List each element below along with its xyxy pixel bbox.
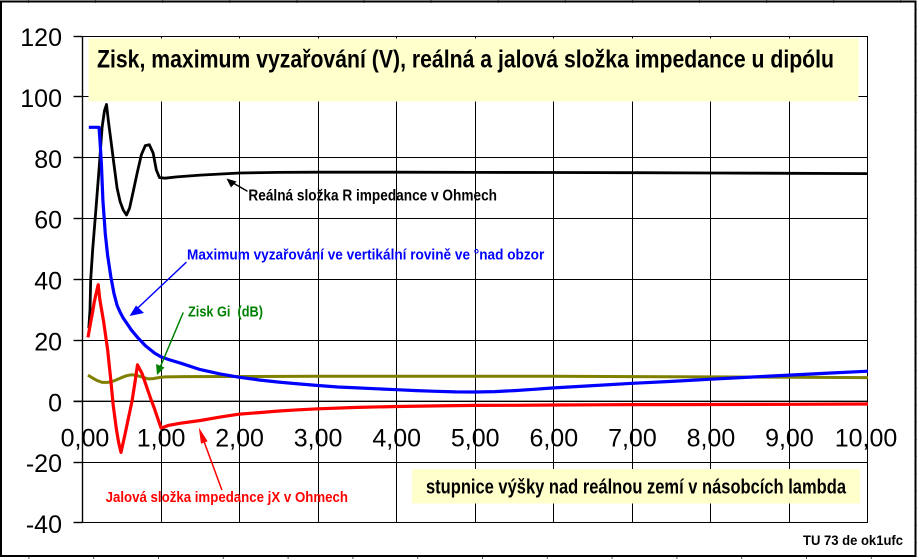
svg-text:2,00: 2,00 [215,425,264,453]
svg-text:60: 60 [34,207,62,235]
svg-text:0,00: 0,00 [61,425,110,453]
svg-text:10,00: 10,00 [835,425,898,453]
svg-text:80: 80 [34,146,62,174]
svg-text:TU 73 de ok1ufc: TU 73 de ok1ufc [803,533,903,548]
svg-text:stupnice výšky nad reálnou zem: stupnice výšky nad reálnou zemí v násobc… [426,475,846,498]
svg-text:7,00: 7,00 [608,425,657,453]
svg-text:9,00: 9,00 [765,425,814,453]
svg-text:Reálná složka R impedance v Oh: Reálná složka R impedance v Ohmech [248,187,497,204]
svg-text:0: 0 [48,389,62,417]
svg-text:Zisk, maximum vyzařování (V),: Zisk, maximum vyzařování (V), reálná a j… [97,46,834,74]
svg-text:Maximum vyzařování ve vertikál: Maximum vyzařování ve vertikální rovině … [187,248,545,264]
svg-text:1,00: 1,00 [137,425,186,453]
svg-text:6,00: 6,00 [529,425,578,453]
svg-text:Jalová složka impedance jX v O: Jalová složka impedance jX v Ohmech [106,490,348,506]
svg-text:4,00: 4,00 [372,425,421,453]
svg-text:-20: -20 [26,450,62,478]
svg-text:-40: -40 [26,511,62,539]
svg-text:8,00: 8,00 [687,425,736,453]
svg-text:20: 20 [34,328,62,356]
svg-text:Zisk Gi (dB): Zisk Gi (dB) [188,305,263,321]
svg-text:3,00: 3,00 [294,425,343,453]
svg-text:120: 120 [20,24,62,52]
svg-text:5,00: 5,00 [451,425,500,453]
svg-text:100: 100 [20,85,62,113]
svg-text:40: 40 [34,268,62,296]
